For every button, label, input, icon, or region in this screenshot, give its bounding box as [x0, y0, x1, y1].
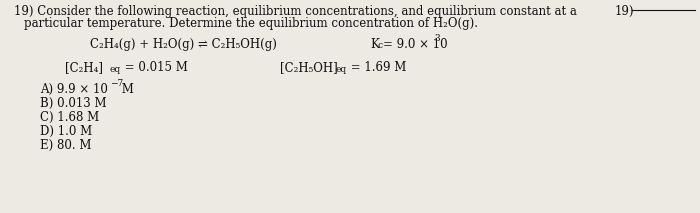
Text: = 0.015 M: = 0.015 M — [121, 61, 188, 74]
Text: = 1.69 M: = 1.69 M — [347, 61, 407, 74]
Text: 19) Consider the following reaction, equilibrium concentrations, and equilibrium: 19) Consider the following reaction, equ… — [14, 5, 577, 18]
Text: A) 9.9 × 10: A) 9.9 × 10 — [40, 83, 108, 96]
Text: particular temperature. Determine the equilibrium concentration of H₂O(g).: particular temperature. Determine the eq… — [24, 17, 478, 30]
Text: B) 0.013 M: B) 0.013 M — [40, 97, 106, 110]
Text: C₂H₄(g) + H₂O(g) ⇌ C₂H₅OH(g): C₂H₄(g) + H₂O(g) ⇌ C₂H₅OH(g) — [90, 38, 277, 51]
Text: = 9.0 × 10: = 9.0 × 10 — [383, 38, 447, 51]
Text: K: K — [370, 38, 379, 51]
Text: −7: −7 — [110, 79, 123, 88]
Text: [C₂H₅OH]: [C₂H₅OH] — [280, 61, 337, 74]
Text: M: M — [118, 83, 134, 96]
Text: [C₂H₄]: [C₂H₄] — [65, 61, 103, 74]
Text: eq: eq — [109, 65, 120, 74]
Text: eq: eq — [335, 65, 346, 74]
Text: E) 80. M: E) 80. M — [40, 139, 92, 152]
Text: D) 1.0 M: D) 1.0 M — [40, 125, 92, 138]
Text: c: c — [377, 41, 382, 50]
Text: C) 1.68 M: C) 1.68 M — [40, 111, 99, 124]
Text: 3: 3 — [434, 34, 440, 43]
Text: 19): 19) — [615, 5, 634, 18]
